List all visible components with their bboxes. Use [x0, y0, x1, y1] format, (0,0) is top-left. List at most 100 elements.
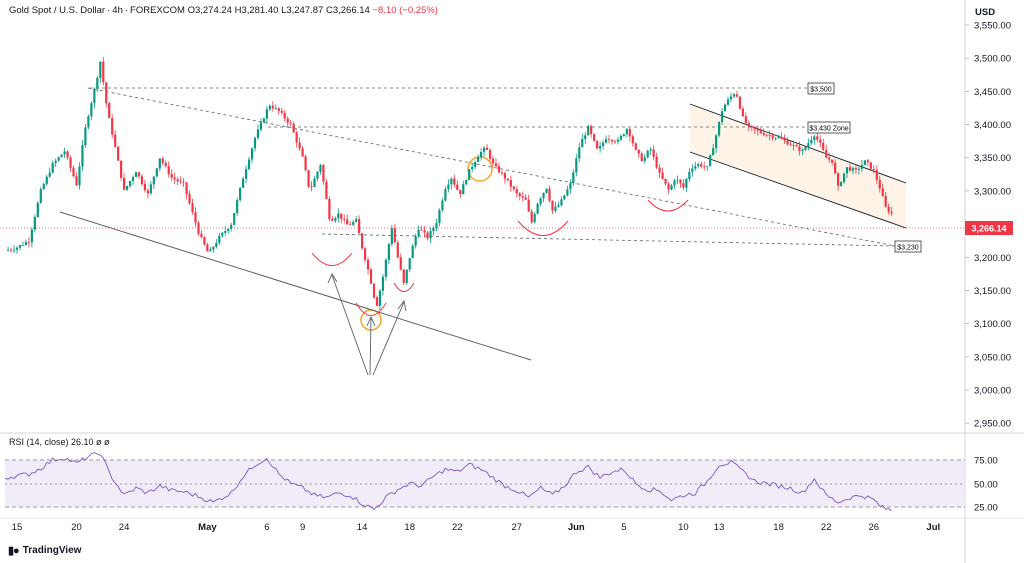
candle-body	[194, 212, 197, 223]
candle-body	[289, 122, 292, 124]
candle-body	[242, 178, 245, 188]
candle-body	[720, 111, 724, 122]
candle-body	[688, 171, 691, 180]
candle-body	[378, 290, 382, 306]
candle-body	[715, 135, 718, 149]
candle-body	[155, 168, 158, 177]
candle-body	[459, 189, 462, 195]
candle-body	[509, 180, 512, 187]
candle-body	[123, 177, 126, 190]
candle-body	[560, 199, 563, 206]
candle-body	[596, 140, 599, 149]
candle-body	[286, 118, 289, 123]
candle-body	[634, 143, 637, 150]
candle-body	[253, 137, 257, 149]
candle-body	[679, 179, 682, 184]
candle-body	[102, 61, 105, 83]
bottom-arc-5	[647, 199, 689, 212]
candle-body	[69, 157, 72, 168]
candle-body	[792, 145, 795, 147]
candle-body	[66, 151, 69, 158]
candle-body	[471, 166, 474, 170]
candle-body	[396, 242, 399, 258]
candle-body	[6, 249, 10, 251]
candle-body	[381, 276, 385, 291]
rsi-header[interactable]: RSI (14, close) 26.10 ø ø	[9, 437, 110, 447]
candle-body	[590, 126, 593, 135]
candle-body	[167, 166, 170, 175]
candle-body	[105, 82, 108, 104]
candle-body	[265, 109, 268, 119]
candle-body	[99, 61, 102, 78]
candle-body	[753, 127, 756, 130]
candle-body	[316, 171, 319, 179]
candle-body	[759, 130, 762, 133]
candle-body	[500, 172, 504, 174]
candle-body	[661, 172, 664, 179]
candle-body	[366, 260, 370, 270]
interval[interactable]: 4h	[112, 5, 123, 16]
candle-body	[21, 244, 25, 246]
candle-body	[607, 139, 611, 141]
candle-body	[322, 165, 325, 182]
rsi-tick-label: 75.00	[974, 456, 998, 467]
candle-body	[27, 242, 30, 243]
candle-body	[319, 165, 322, 172]
candle-body	[866, 160, 869, 163]
candle-body	[456, 184, 459, 190]
candle-body	[215, 242, 218, 247]
price-tick-label: 3,350.00	[974, 153, 1011, 164]
time-tick-label: 27	[512, 522, 523, 533]
candle-body	[414, 235, 417, 246]
candle-body	[438, 210, 441, 224]
support-3230-line	[321, 233, 896, 247]
candle-body	[334, 218, 337, 221]
candle-body	[530, 211, 533, 223]
candle-body	[848, 167, 852, 171]
candle-body	[57, 157, 60, 161]
candle-body	[429, 231, 432, 239]
svg-text:$3,430 Zone: $3,430 Zone	[809, 126, 848, 133]
candle-body	[593, 134, 596, 141]
candle-body	[723, 104, 727, 112]
candle-body	[307, 170, 310, 187]
time-tick-label: 9	[300, 522, 305, 533]
candle-body	[417, 229, 420, 236]
candle-body	[622, 134, 625, 137]
candle-body	[851, 168, 855, 171]
candle-body	[408, 258, 411, 270]
candle-body	[474, 162, 477, 167]
price-tick-label: 3,450.00	[974, 87, 1011, 98]
time-tick-label: 14	[357, 522, 368, 533]
candle-body	[857, 168, 861, 170]
candle-body	[343, 218, 346, 220]
candle-body	[625, 129, 628, 135]
tradingview-brand[interactable]: ▮● TradingView	[8, 544, 81, 557]
symbol-name[interactable]: Gold Spot / U.S. Dollar	[9, 5, 106, 16]
candle-body	[262, 118, 266, 123]
candle-body	[375, 297, 379, 306]
candle-body	[494, 163, 498, 166]
bottom-arc-3	[393, 282, 415, 292]
candle-body	[259, 122, 263, 130]
price-tick-label: 3,050.00	[974, 352, 1011, 363]
candle-body	[658, 167, 661, 173]
time-tick-label: 22	[821, 522, 832, 533]
currency-label[interactable]: USD	[975, 7, 996, 18]
price-axis[interactable]: 3,550.00 3,500.00 3,450.00 3,400.00 3,350.00…	[965, 21, 1011, 430]
candle-body	[554, 206, 557, 211]
candle-body	[738, 96, 742, 109]
candle-body	[664, 178, 667, 184]
candle-body	[352, 221, 355, 225]
candle-body	[405, 269, 408, 283]
candle-body	[346, 219, 349, 225]
candle-body	[36, 202, 39, 217]
candle-body	[114, 134, 117, 147]
candle-body	[783, 138, 786, 141]
candle-body	[295, 132, 298, 143]
time-axis[interactable]: 15 20 24 May 6 9 14 18 22 27 Jun 5 10 13 18 22 26 Jul	[12, 522, 940, 533]
lower-trendline	[59, 211, 532, 361]
candle-body	[527, 199, 530, 212]
candle-body	[200, 233, 203, 238]
